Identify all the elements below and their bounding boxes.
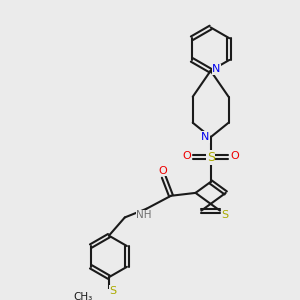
Text: NH: NH	[136, 210, 152, 220]
Text: CH₃: CH₃	[73, 292, 92, 300]
Text: O: O	[158, 166, 167, 176]
Text: O: O	[183, 151, 191, 161]
Text: S: S	[110, 286, 117, 296]
Text: S: S	[222, 210, 229, 220]
Text: S: S	[207, 151, 214, 164]
Text: N: N	[201, 132, 209, 142]
Text: O: O	[230, 151, 239, 161]
Text: N: N	[212, 64, 220, 74]
